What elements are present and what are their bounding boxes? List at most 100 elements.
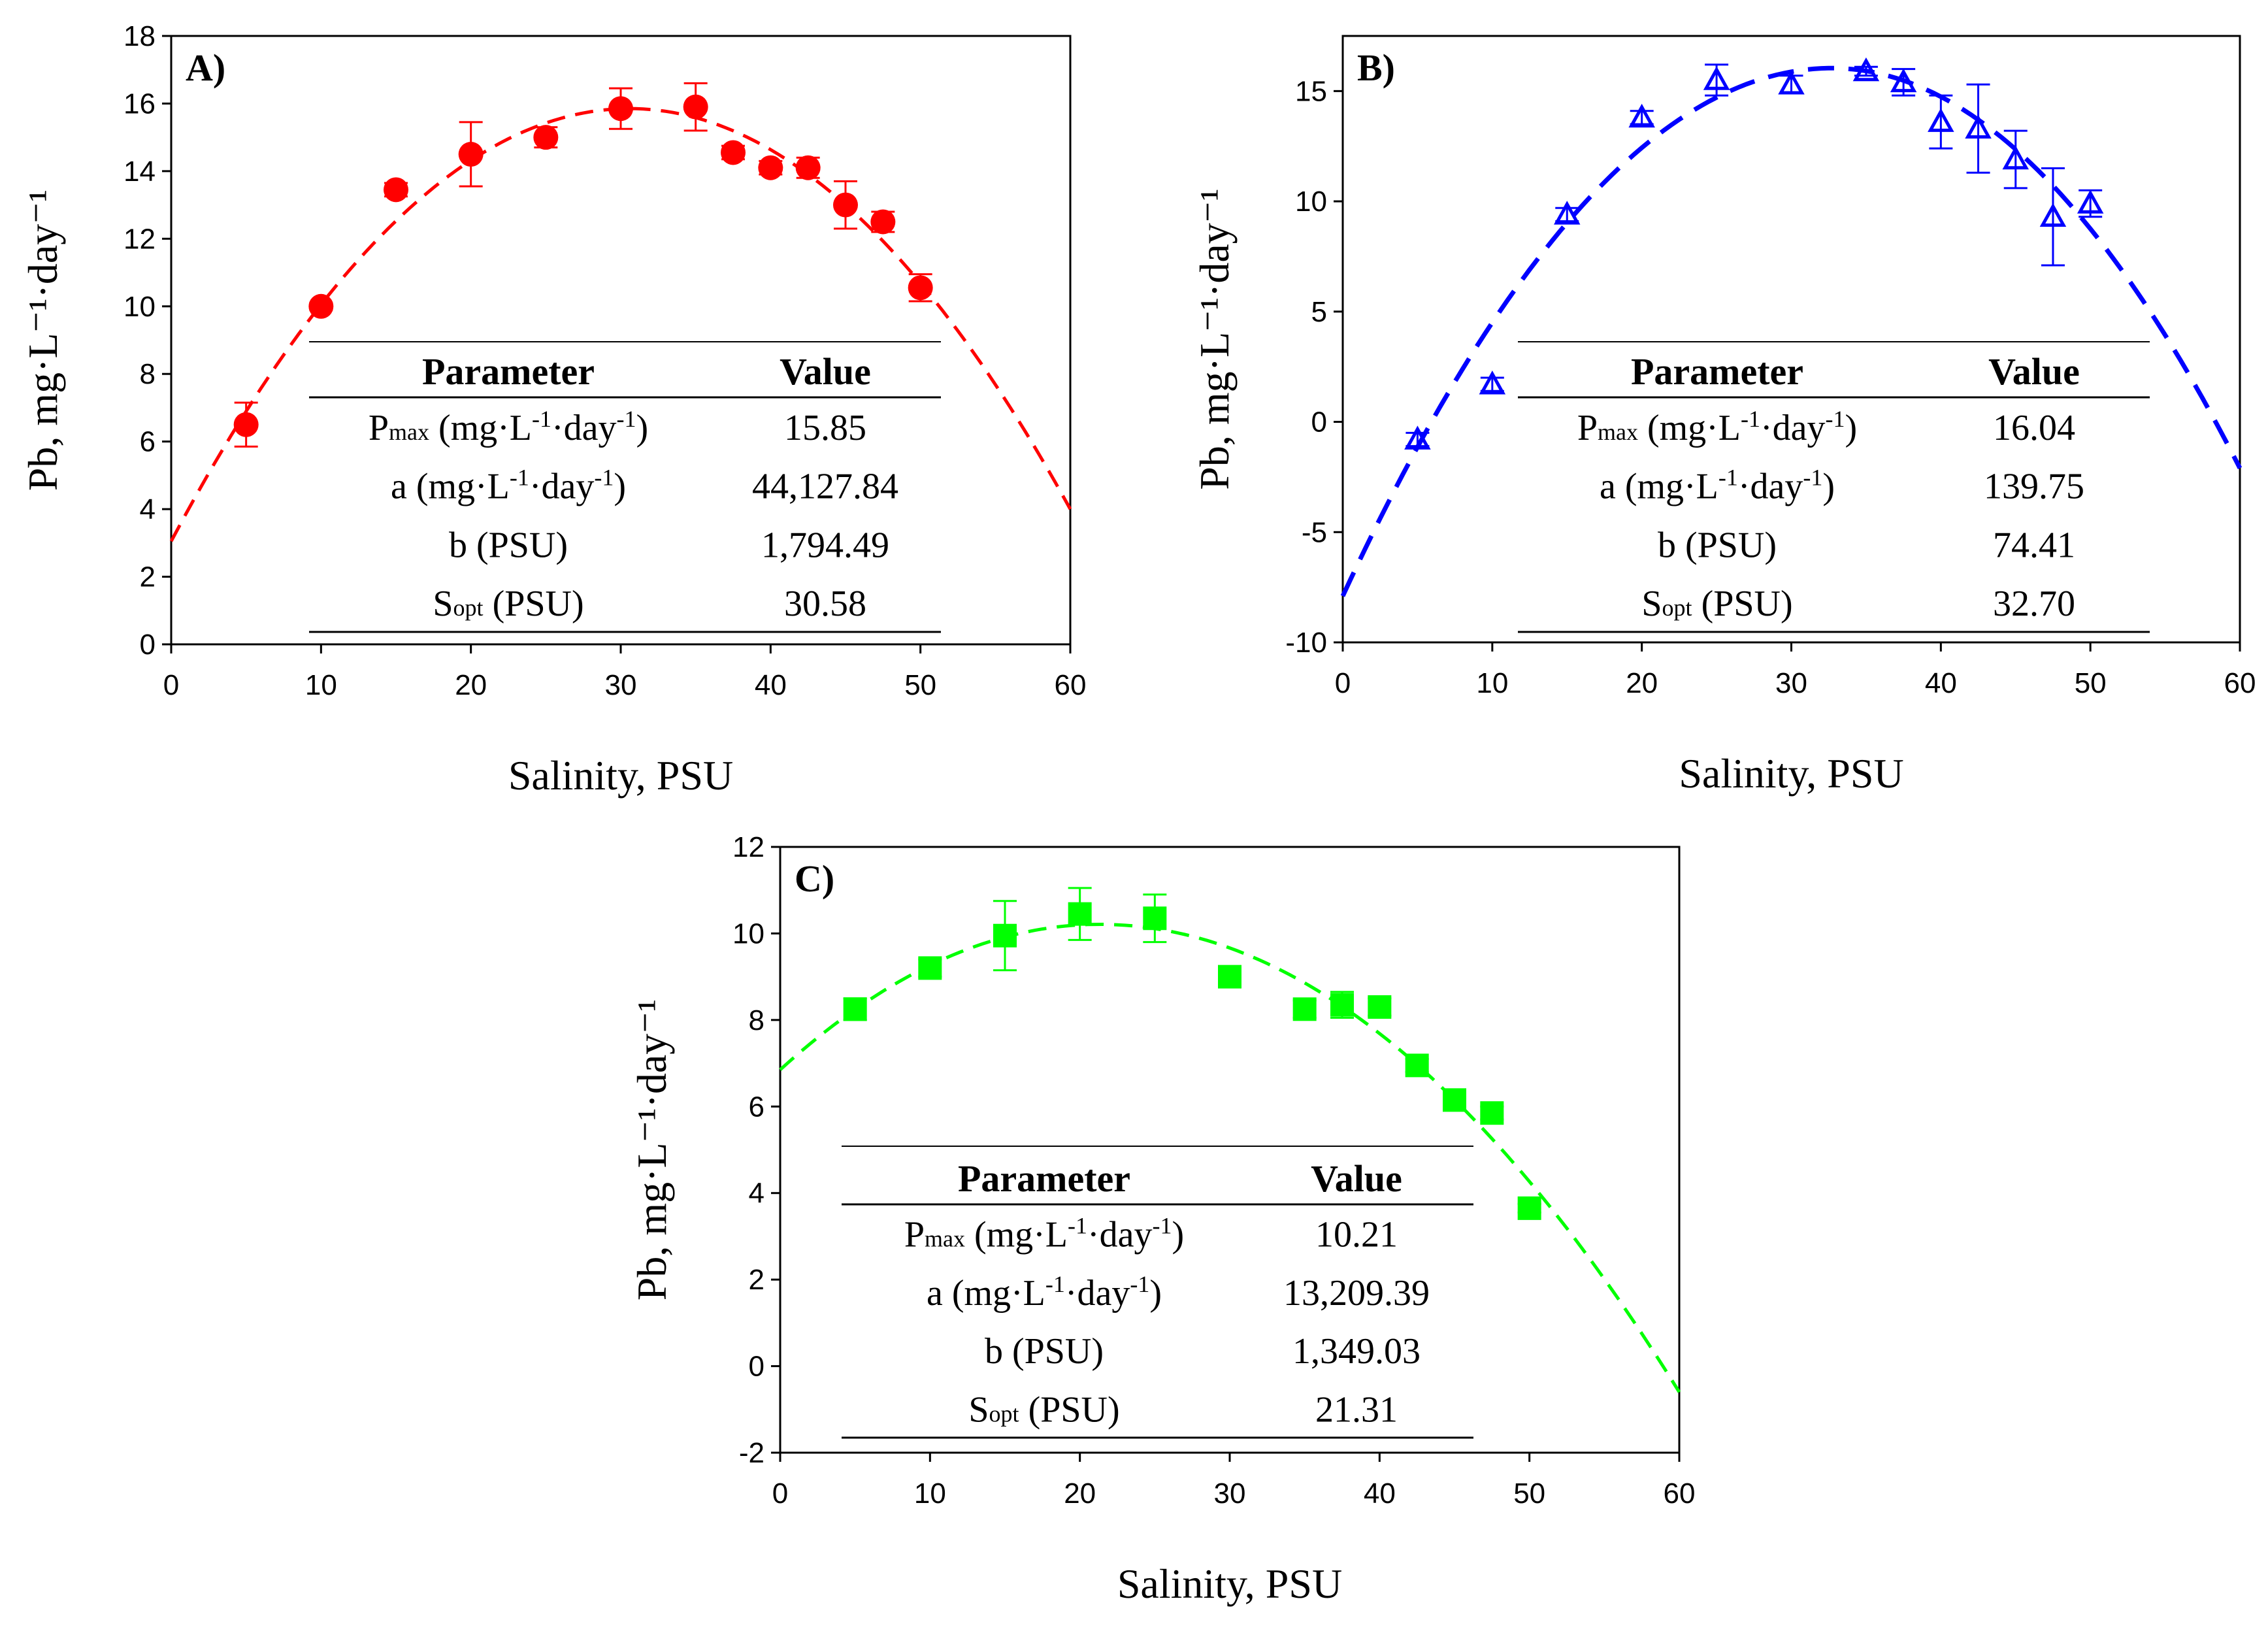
table-param-label: Pmax (mg·L-1·day-1)	[369, 406, 648, 448]
data-point	[1068, 902, 1092, 926]
x-tick-label: 20	[1626, 667, 1658, 699]
data-point	[795, 155, 821, 180]
table-header-value: Value	[1988, 350, 2080, 393]
table-param-label-sub: opt	[453, 595, 484, 621]
table-param-unit-mid: ·day	[551, 408, 617, 448]
data-point	[918, 956, 942, 980]
x-tick-label: 50	[904, 669, 936, 701]
table-header-parameter: Parameter	[422, 350, 595, 393]
y-tick-label: 6	[749, 1091, 764, 1123]
table-param-value: 16.04	[1993, 408, 2075, 448]
data-point	[1554, 201, 1581, 225]
y-tick-label: 16	[123, 88, 156, 120]
table-param-label: b (PSU)	[985, 1331, 1104, 1372]
table-param-label-rest: (mg·L	[407, 467, 510, 507]
y-tick-label: 12	[732, 831, 764, 863]
table-param-unit-sup2: -1	[1803, 465, 1822, 491]
table-param-label: Sopt (PSU)	[433, 584, 583, 624]
table-param-unit-end: )	[636, 408, 649, 448]
x-tick-label: 50	[1513, 1478, 1545, 1510]
x-tick-label: 0	[163, 669, 179, 701]
x-tick-label: 20	[1064, 1478, 1096, 1510]
table-param-label-sub: opt	[989, 1400, 1019, 1427]
table-param-unit-sup1: -1	[1718, 465, 1738, 491]
table-param-value: 44,127.84	[752, 467, 898, 507]
data-point	[1628, 103, 1655, 128]
table-param-label-main: a	[927, 1273, 943, 1313]
table-param-unit-sup1: -1	[1068, 1213, 1087, 1239]
table-param-label-main: b	[985, 1331, 1003, 1372]
x-axis-title: Salinity, PSU	[1117, 1561, 1342, 1607]
data-point	[233, 412, 259, 437]
y-tick-label: 6	[140, 426, 156, 458]
x-tick-label: 0	[1335, 667, 1351, 699]
table-param-unit-end: )	[1845, 408, 1858, 448]
table-param-value: 21.31	[1315, 1389, 1398, 1430]
table-param-unit-sup2: -1	[1130, 1271, 1149, 1297]
data-point	[384, 177, 408, 203]
error-bar	[2041, 167, 2065, 267]
table-param-label-main: S	[433, 584, 453, 624]
table-param-unit-end: )	[1149, 1273, 1162, 1313]
table-param-value: 30.58	[784, 584, 866, 624]
table-param-label-main: b	[1658, 525, 1676, 565]
table-param-value: 13,209.39	[1283, 1273, 1430, 1313]
table-param-label-main: P	[904, 1215, 925, 1255]
x-tick-label: 50	[2075, 667, 2107, 699]
table-param-value: 15.85	[784, 408, 866, 448]
y-tick-label: 0	[1311, 406, 1327, 438]
data-point	[1928, 108, 1954, 132]
y-tick-label: 10	[732, 917, 764, 950]
data-point	[1330, 993, 1354, 1017]
y-tick-label: 5	[1311, 296, 1327, 328]
y-tick-label: -2	[739, 1437, 764, 1469]
chart-panel-b: 0 10 20 30 40 50 60 -10 -5 0 5 10 15 Salinity, PSU Pb,…	[1191, 35, 2256, 797]
data-point	[1778, 71, 1805, 95]
table-param-label-rest: (mg·L	[1616, 467, 1718, 507]
error-bar	[1929, 94, 1953, 150]
y-tick-label: 12	[123, 223, 156, 255]
panel-label: A)	[186, 46, 225, 89]
data-point	[843, 997, 867, 1021]
data-point	[608, 96, 633, 122]
table-param-label-rest: (PSU)	[1019, 1389, 1120, 1430]
table-param-label-rest: (PSU)	[1692, 584, 1793, 624]
data-point	[833, 192, 858, 218]
y-tick-label: -10	[1285, 627, 1327, 659]
data-point	[683, 94, 708, 120]
data-point	[1480, 1101, 1504, 1125]
x-axis-title: Salinity, PSU	[1679, 750, 1903, 797]
y-axis-title: Pb, mg·L⁻¹·day⁻¹	[1191, 188, 1238, 489]
y-tick-label: 18	[123, 20, 156, 52]
x-tick-label: 20	[455, 669, 487, 701]
table-param-unit-end: )	[1822, 467, 1835, 507]
data-point	[1443, 1088, 1466, 1112]
data-point	[2002, 145, 2029, 170]
table-param-label-main: P	[1577, 408, 1598, 448]
x-tick-label: 40	[755, 669, 787, 701]
y-tick-label: 8	[140, 358, 156, 390]
table-param-label-rest: (mg·L	[1638, 408, 1741, 448]
y-tick-label: 2	[749, 1264, 764, 1296]
table-header-value: Value	[1311, 1157, 1402, 1200]
data-point	[758, 155, 783, 180]
error-bar	[2003, 129, 2028, 190]
data-point	[1852, 57, 1880, 82]
table-param-label-main: S	[1641, 584, 1662, 624]
table-param-label-rest: (PSU)	[1676, 525, 1777, 565]
table-param-label: a (mg·L-1·day-1)	[927, 1271, 1162, 1313]
table-param-unit-sup1: -1	[510, 465, 529, 491]
data-point	[1517, 1196, 1541, 1220]
x-tick-label: 10	[1476, 667, 1508, 699]
data-point	[1368, 995, 1392, 1019]
data-point	[1405, 1053, 1429, 1078]
panel-label: C)	[795, 857, 834, 900]
data-point	[1703, 66, 1730, 90]
data-point	[721, 140, 746, 165]
table-param-unit-sup2: -1	[1153, 1213, 1172, 1239]
x-tick-label: 30	[605, 669, 637, 701]
